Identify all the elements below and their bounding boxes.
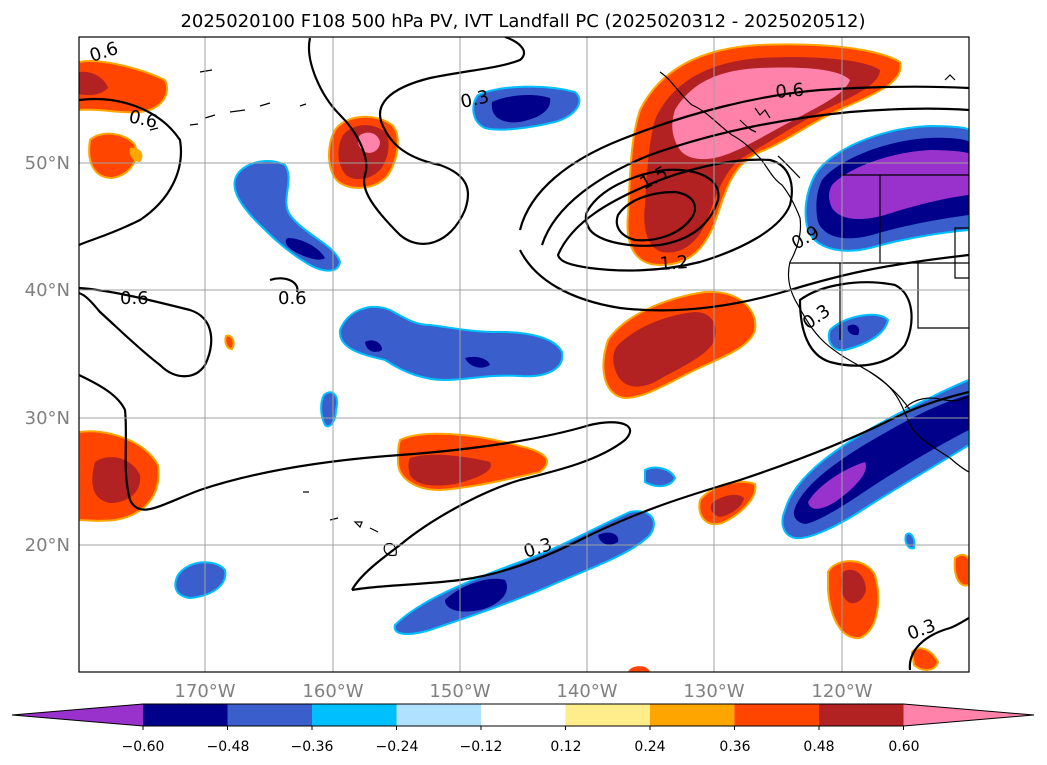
contour-label: 0.6	[120, 288, 149, 309]
hawaiian-islands	[303, 491, 397, 557]
colorbar-tick-label: −0.48	[207, 739, 250, 755]
ivt-contour-lines	[79, 37, 969, 671]
colorbar-cell	[650, 704, 735, 726]
lon-tick-label: 130°W	[683, 681, 744, 702]
contour-label: 0.6	[775, 80, 805, 103]
negative-feature-north-pacific	[233, 85, 581, 272]
colorbar-tick-label: −0.24	[376, 739, 419, 755]
colorbar-cell	[312, 704, 397, 726]
contour-label: 0.6	[278, 288, 307, 309]
positive-feature-subtropical	[79, 430, 757, 526]
colorbar: −0.60 −0.48 −0.36 −0.24 −0.12 0.12 0.24 …	[11, 703, 1035, 755]
colorbar-tick-label: −0.60	[122, 739, 165, 755]
colorbar-tick-labels: −0.60 −0.48 −0.36 −0.24 −0.12 0.12 0.24 …	[122, 739, 920, 755]
contour-label: 1.2	[659, 252, 689, 275]
colorbar-cell	[143, 704, 228, 726]
colorbar-tick-label: −0.36	[291, 739, 334, 755]
longitude-tick-labels: 170°W 160°W 150°W 140°W 130°W 120°W	[174, 681, 872, 702]
lat-lon-gridlines	[79, 37, 969, 672]
lat-tick-label: 20°N	[25, 535, 70, 556]
colorbar-cell	[396, 704, 481, 726]
lon-tick-label: 160°W	[302, 681, 363, 702]
colorbar-tick-label: 0.12	[550, 739, 581, 755]
colorbar-tick-label: 0.48	[803, 739, 834, 755]
colorbar-tick-label: 0.36	[719, 739, 750, 755]
lat-tick-label: 50°N	[25, 153, 70, 174]
colorbar-cell	[481, 704, 566, 726]
lat-tick-label: 40°N	[25, 280, 70, 301]
colorbar-cell	[819, 704, 904, 726]
positive-feature-central-pacific	[602, 290, 757, 400]
lon-tick-label: 150°W	[429, 681, 490, 702]
colorbar-cell	[903, 704, 1034, 726]
colorbar-tick-label: 0.24	[634, 739, 665, 755]
negative-feature-central-pacific	[320, 305, 677, 488]
coastlines-and-borders	[149, 69, 969, 473]
latitude-tick-labels: 50°N 40°N 30°N 20°N	[25, 153, 70, 556]
filled-pv-anomaly-layer	[79, 43, 969, 672]
colorbar-tick-label: −0.12	[460, 739, 503, 755]
map-frame	[78, 36, 970, 673]
map-panel: 0.6 0.6 0.3 0.6 1.5 0.9 1.2 0.6 0.6 0.3 …	[78, 36, 970, 673]
colorbar-ticks	[142, 726, 904, 730]
lon-tick-label: 170°W	[174, 681, 235, 702]
colorbar-cell	[12, 704, 143, 726]
positive-feature-southeast	[224, 334, 969, 672]
figure-title: 2025020100 F108 500 hPa PV, IVT Landfall…	[180, 11, 865, 32]
lon-tick-label: 120°W	[811, 681, 872, 702]
colorbar-cell	[227, 704, 312, 726]
lat-tick-label: 30°N	[25, 408, 70, 429]
colorbar-cell	[565, 704, 650, 726]
colorbar-cells	[11, 703, 1035, 727]
colorbar-cell	[734, 704, 819, 726]
negative-feature-mexico	[781, 313, 969, 550]
colorbar-tick-label: 0.60	[888, 739, 919, 755]
lon-tick-label: 140°W	[556, 681, 617, 702]
